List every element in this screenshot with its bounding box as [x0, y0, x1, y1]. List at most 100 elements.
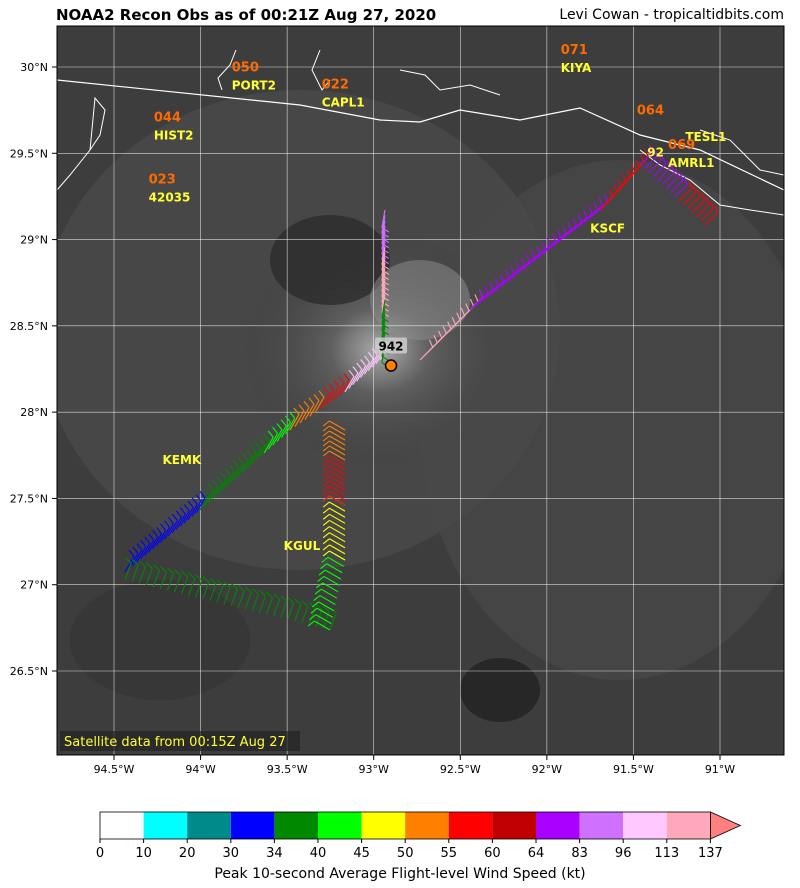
wind-barb	[225, 464, 236, 488]
lon-label: 94°W	[185, 763, 215, 776]
wind-barb	[322, 450, 346, 461]
station-marker: 044 HIST2	[154, 110, 194, 142]
station-marker: 023 42035	[149, 173, 191, 205]
wind-barb	[589, 197, 603, 219]
lon-label: 91°W	[705, 763, 735, 776]
wind-barb	[474, 285, 489, 307]
wind-barb	[195, 491, 206, 514]
station-name: TESL1	[685, 130, 726, 144]
wind-barb	[237, 584, 245, 608]
wind-barb	[322, 544, 346, 555]
wind-barb	[244, 586, 252, 610]
wind-barb	[469, 289, 484, 311]
wind-barb	[324, 383, 335, 407]
wind-barb	[263, 430, 274, 454]
wind-barb	[334, 376, 345, 400]
wind-barb	[320, 563, 343, 574]
lat-label: 26.5°N	[10, 665, 48, 678]
satellite-background: 071 KIYA 050 PORT2 022 CAPL1 044 HIST2 023 42035 T…	[57, 26, 784, 755]
wind-barb	[304, 397, 315, 420]
station-value: 069	[668, 138, 695, 153]
wind-barb	[322, 507, 346, 518]
station-value: 071	[561, 43, 588, 58]
wind-barb	[203, 484, 214, 507]
wind-barb	[704, 204, 719, 226]
wind-barb	[490, 273, 505, 295]
wind-barb	[537, 237, 551, 259]
wind-barb	[678, 180, 693, 202]
station-marker: 064	[637, 104, 664, 119]
wind-barb	[259, 434, 270, 457]
wind-barb	[212, 476, 223, 499]
center-pressure: 942	[378, 340, 403, 354]
satellite-note-box: Satellite data from 00:15Z Aug 27	[60, 731, 300, 751]
colorbar-swatch	[187, 812, 231, 839]
wind-barb	[322, 495, 346, 506]
wind-barb	[363, 352, 374, 375]
wind-barb	[643, 148, 658, 170]
colorbar-tick: 10	[135, 846, 152, 861]
wind-barb	[316, 582, 339, 593]
lat-label: 27.5°N	[10, 492, 48, 505]
wind-barb	[318, 569, 342, 580]
wind-barb	[674, 176, 688, 198]
wind-barb	[322, 470, 346, 481]
wind-barb	[322, 519, 346, 530]
wind-barb	[152, 526, 163, 550]
station-marker: KGUL	[284, 539, 321, 553]
wind-barb	[152, 564, 160, 588]
wind-barb	[356, 359, 367, 382]
wind-barb	[187, 497, 198, 521]
lon-label: 92°W	[532, 763, 562, 776]
station-marker: KEMK	[162, 453, 201, 467]
wind-barb	[695, 196, 710, 218]
colorbar-swatch	[143, 812, 188, 839]
wind-barb	[167, 513, 178, 537]
station-value: 023	[149, 173, 176, 188]
wind-barb	[322, 501, 346, 512]
colorbar-tick: 30	[223, 846, 240, 861]
colorbar-tick: 55	[441, 846, 458, 861]
wind-barb	[339, 373, 350, 396]
colorbar-swatch	[448, 812, 493, 839]
colorbar-swatch	[274, 812, 318, 839]
wind-barb	[315, 603, 323, 627]
wind-barb	[511, 257, 525, 279]
wind-barb	[639, 144, 654, 166]
wind-barb	[526, 245, 541, 267]
wind-barb	[568, 213, 583, 235]
lat-label: 29°N	[20, 234, 48, 247]
wind-barb	[313, 595, 336, 606]
station-name: KSCF	[590, 222, 625, 236]
wind-barb	[322, 455, 346, 466]
colorbar-swatch	[666, 812, 711, 839]
wind-barb	[160, 520, 171, 543]
wind-barb	[322, 425, 346, 436]
colorbar-tick: 20	[179, 846, 196, 861]
wind-barb	[563, 217, 577, 239]
wind-barb	[656, 160, 671, 182]
station-marker: 022 CAPL1	[322, 78, 365, 110]
station-marker: 071 KIYA	[561, 43, 592, 75]
wind-barb	[144, 533, 155, 556]
wind-barb	[136, 540, 147, 563]
lat-label: 28.5°N	[10, 320, 48, 333]
wind-barb	[166, 567, 175, 591]
colorbar-tick: 137	[698, 846, 723, 861]
wind-barb	[311, 601, 335, 612]
wind-barb	[138, 560, 146, 584]
wind-barb	[309, 394, 320, 417]
colorbar-tick: 113	[654, 846, 679, 861]
wind-barb	[246, 445, 257, 469]
wind-barb	[309, 614, 332, 625]
colorbar-tick: 83	[571, 846, 588, 861]
wind-barb	[352, 362, 363, 386]
wind-barb	[159, 566, 168, 589]
station-name: AMRL1	[668, 156, 714, 170]
colorbar-tick: 34	[266, 846, 283, 861]
wind-barb	[202, 576, 210, 600]
colorbar-swatch	[100, 812, 144, 839]
wind-barb	[314, 390, 325, 414]
wind-barb	[322, 465, 346, 476]
station-marker: 92	[647, 146, 664, 160]
